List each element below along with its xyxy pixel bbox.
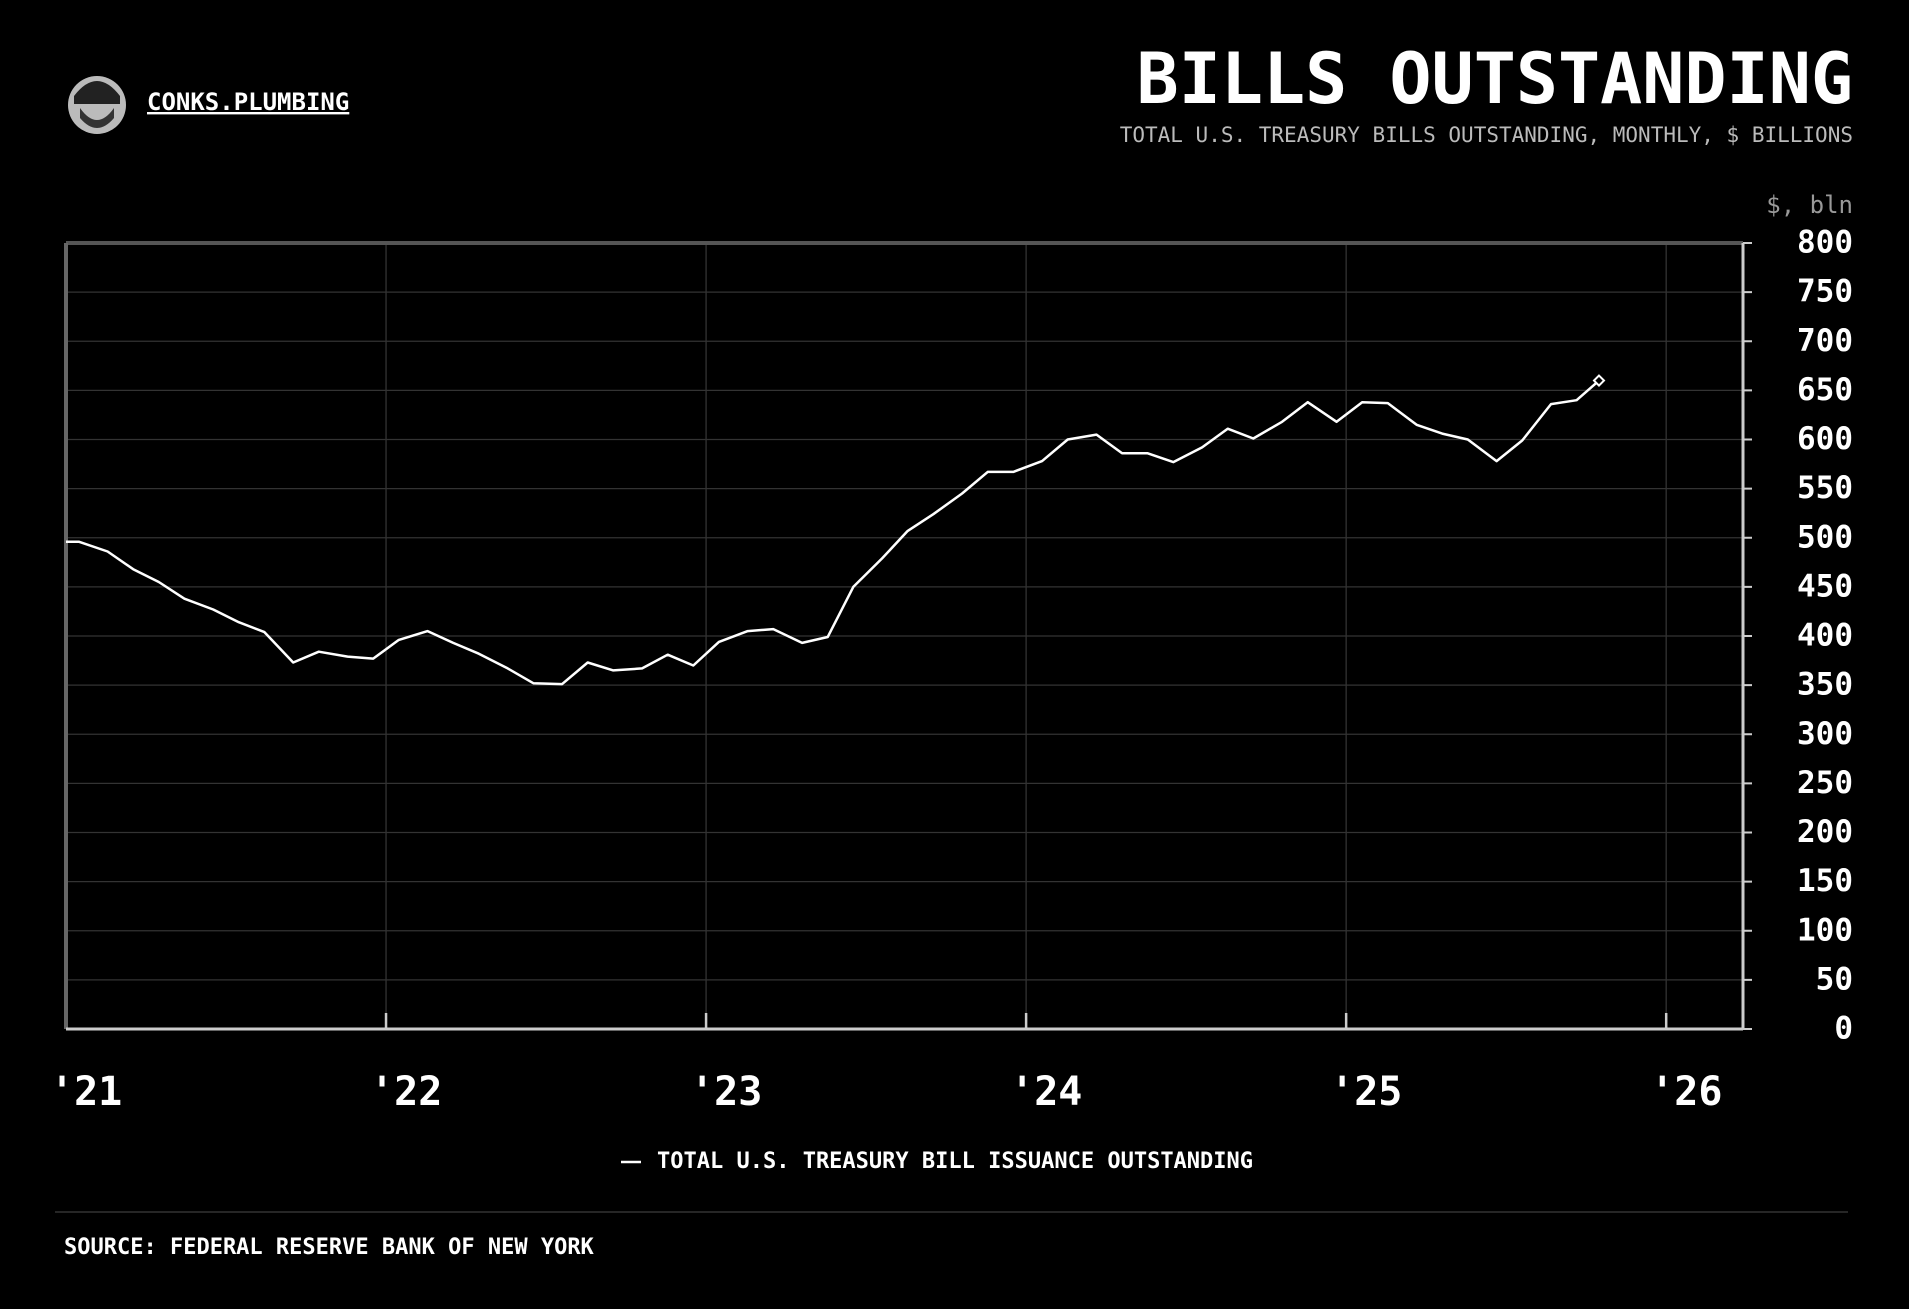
x-tick-label: '23 [690,1069,762,1115]
y-tick-label: 350 [1797,667,1853,703]
x-tick-label: '26 [1650,1069,1722,1115]
y-tick-label: 500 [1797,519,1853,555]
y-tick-label: 0 [1834,1011,1853,1047]
y-tick-label: 450 [1797,568,1853,604]
y-tick-label: 50 [1816,961,1853,997]
legend-label: TOTAL U.S. TREASURY BILL ISSUANCE OUTSTA… [657,1149,1253,1174]
y-tick-label: 300 [1797,716,1853,752]
brand[interactable]: CONKS.PLUMBING [147,88,349,116]
logo-mask [80,108,114,128]
y-tick-label: 150 [1797,863,1853,899]
x-tick-label: '21 [50,1069,122,1115]
chart-subtitle: TOTAL U.S. TREASURY BILLS OUTSTANDING, M… [1120,123,1853,147]
y-tick-label: 250 [1797,765,1853,801]
x-tick-label: '24 [1010,1069,1082,1115]
y-tick-label: 400 [1797,618,1853,654]
x-tick-label: '22 [370,1069,442,1115]
last-point-marker [1592,374,1606,387]
logo [68,76,126,134]
y-tick-label: 200 [1797,814,1853,850]
y-tick-label: 600 [1797,421,1853,457]
x-tick-label: '25 [1330,1069,1402,1115]
y-tick-label: 700 [1797,323,1853,359]
chart-title: BILLS OUTSTANDING [1137,38,1853,120]
y-tick-label: 800 [1797,225,1853,261]
y-tick-label: 750 [1797,274,1853,310]
y-tick-label: 650 [1797,372,1853,408]
series-line [66,379,1600,686]
y-axis-label: $, bln [1766,191,1853,219]
source: SOURCE: FEDERAL RESERVE BANK OF NEW YORK [64,1235,595,1260]
logo-hood [74,81,120,104]
y-tick-label: 100 [1797,912,1853,948]
y-tick-label: 550 [1797,470,1853,506]
plot: 0 50 100 150 200 250 300 350 400 450 500 550 600 650 7… [50,225,1853,1175]
